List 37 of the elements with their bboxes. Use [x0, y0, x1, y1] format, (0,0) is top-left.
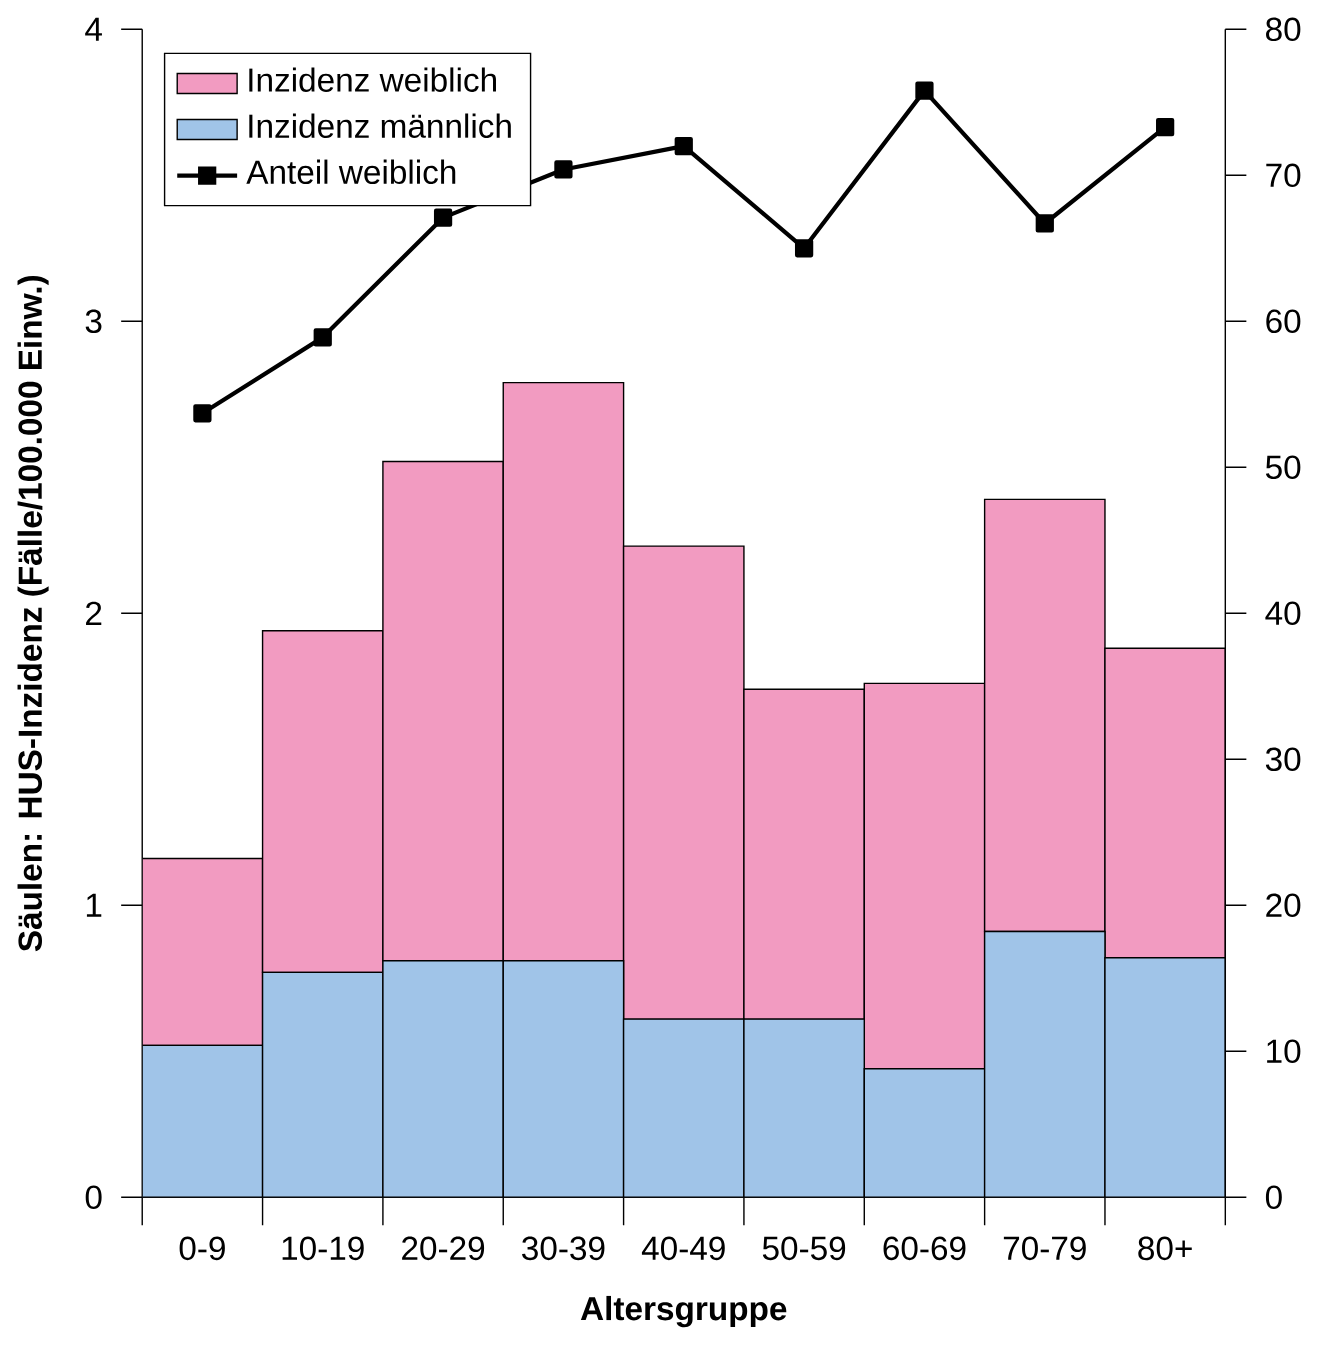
- y-tick-label: 0: [85, 1185, 102, 1210]
- point: [674, 136, 693, 156]
- y-tick-label: 2: [85, 601, 102, 625]
- legend-label: Inzidenz weiblich: [249, 67, 496, 92]
- x-tick-label: 80+: [1138, 1236, 1192, 1261]
- y2-tick-label: 80: [1265, 17, 1301, 42]
- point: [193, 404, 212, 423]
- y-tick-label: 4: [85, 17, 102, 41]
- point: [313, 328, 332, 347]
- y2-tick-label: 70: [1266, 163, 1301, 188]
- point: [915, 81, 934, 100]
- x-tick-label: 60-69: [883, 1236, 966, 1261]
- x-tick-label: 0-9: [179, 1236, 225, 1261]
- y-tick-label: 3: [85, 309, 102, 334]
- y2-tick-label: 30: [1265, 747, 1301, 772]
- y2-tick-label: 20: [1266, 893, 1301, 918]
- point: [1035, 214, 1054, 233]
- y-axis-title: Säulen: HUS-Inzidenz (Fälle/100.000 Einw.): [17, 275, 49, 952]
- x-tick-label: 10-19: [282, 1236, 364, 1261]
- y2-tick-label: 40: [1265, 601, 1301, 626]
- y-tick-label: 1: [86, 893, 102, 917]
- point: [433, 208, 453, 227]
- y2-tick-label: 50: [1265, 455, 1301, 480]
- x-tick-label: 50-59: [762, 1236, 846, 1261]
- x-tick-label: 70-79: [1003, 1236, 1086, 1261]
- y2-tick-label: 10: [1267, 1039, 1301, 1064]
- legend-label: Anteil weiblich: [246, 159, 456, 185]
- point: [554, 160, 573, 179]
- point: [1155, 118, 1175, 137]
- y2-tick-label: 60: [1266, 309, 1301, 334]
- y2-tick-label: 0: [1265, 1185, 1282, 1210]
- legend-label: Inzidenz männlich: [249, 113, 511, 138]
- x-tick-label: 40-49: [641, 1236, 725, 1261]
- x-axis-title: Altersgruppe: [580, 1295, 787, 1328]
- point: [794, 239, 814, 258]
- x-tick-label: 20-29: [402, 1236, 484, 1261]
- x-tick-label: 30-39: [521, 1236, 605, 1261]
